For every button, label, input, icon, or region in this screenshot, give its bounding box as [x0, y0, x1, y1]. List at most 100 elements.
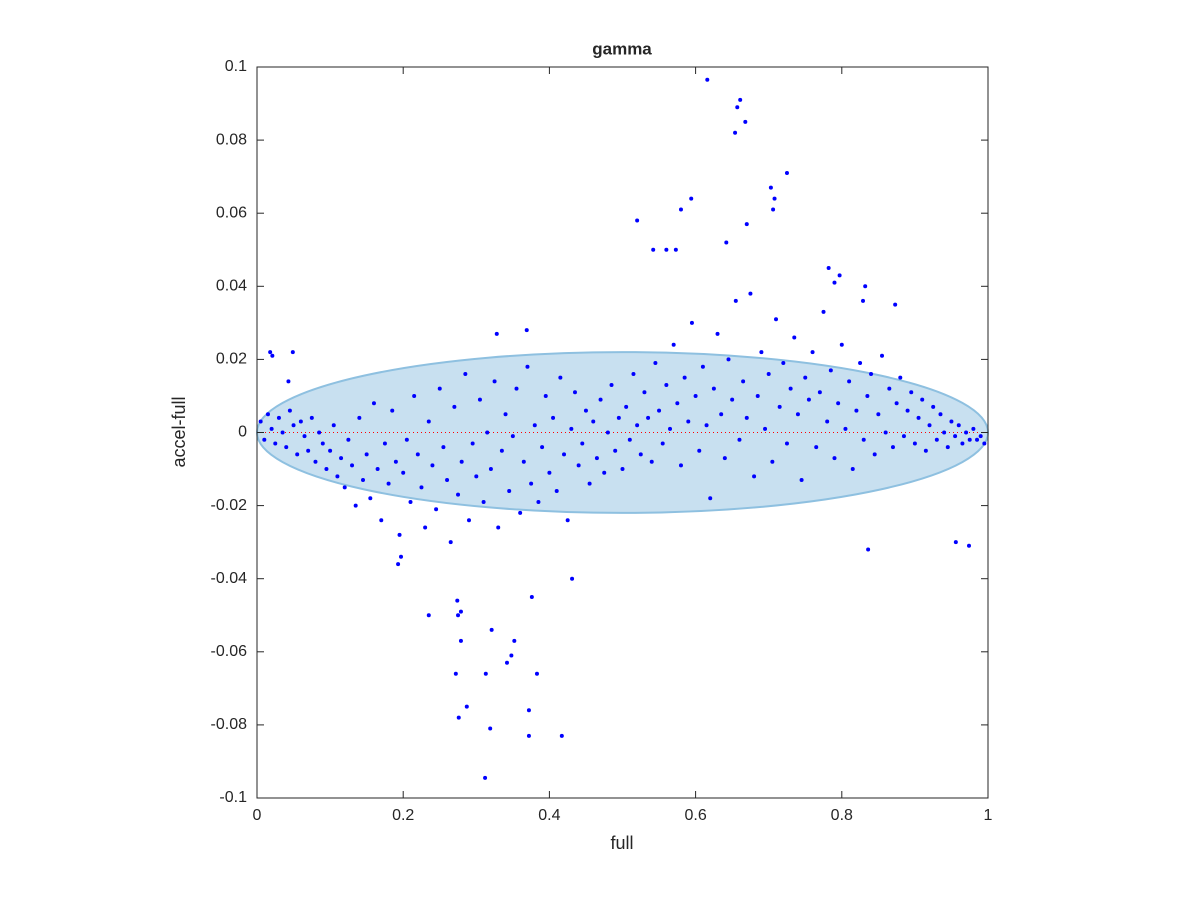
point [839, 342, 844, 347]
point [298, 419, 303, 424]
point [733, 130, 738, 135]
point [477, 397, 482, 402]
y-tick-label: 0.06 [216, 204, 247, 221]
point [284, 445, 289, 450]
point [570, 576, 575, 581]
point [521, 459, 526, 464]
point [526, 733, 531, 738]
point [792, 335, 797, 340]
point [956, 423, 961, 428]
point [724, 240, 729, 245]
point [883, 430, 888, 435]
point [664, 382, 669, 387]
point [847, 379, 852, 384]
point [532, 423, 537, 428]
point [850, 467, 855, 472]
point [350, 463, 355, 468]
point [488, 726, 493, 731]
point [525, 364, 530, 369]
y-tick-label: 0.08 [216, 131, 247, 148]
x-tick-label: 0 [253, 807, 262, 824]
point [854, 408, 859, 413]
point [733, 298, 738, 303]
point [934, 437, 939, 442]
point [752, 474, 757, 479]
point [529, 481, 534, 486]
point [726, 357, 731, 362]
point [605, 430, 610, 435]
point [286, 379, 291, 384]
point [371, 401, 376, 406]
point [735, 105, 740, 110]
point [269, 426, 274, 431]
x-tick-label: 1 [984, 807, 993, 824]
point [426, 419, 431, 424]
point [445, 478, 450, 483]
point [730, 397, 735, 402]
point [331, 423, 336, 428]
point [543, 393, 548, 398]
y-tick-label: -0.06 [211, 643, 248, 660]
point [784, 170, 789, 175]
point [893, 302, 898, 307]
point [825, 419, 830, 424]
point [554, 488, 559, 493]
y-tick-label: 0.02 [216, 351, 247, 368]
point [814, 445, 819, 450]
point [481, 499, 486, 504]
point [396, 562, 401, 567]
point [832, 456, 837, 461]
point [509, 653, 514, 658]
point [975, 437, 980, 442]
point [781, 361, 786, 366]
point [836, 401, 841, 406]
point [923, 448, 928, 453]
point [404, 437, 409, 442]
point [635, 423, 640, 428]
point [795, 412, 800, 417]
point [938, 412, 943, 417]
point [470, 441, 475, 446]
point [547, 470, 552, 475]
point [399, 554, 404, 559]
point [689, 320, 694, 325]
point [678, 463, 683, 468]
point [598, 397, 603, 402]
point [496, 525, 501, 530]
point [671, 342, 676, 347]
point [320, 441, 325, 446]
point [346, 437, 351, 442]
point [594, 456, 599, 461]
point [265, 412, 270, 417]
point [456, 715, 461, 720]
point [524, 328, 529, 333]
point [357, 415, 362, 420]
point [837, 273, 842, 278]
point [909, 390, 914, 395]
point [379, 518, 384, 523]
point [434, 507, 439, 512]
y-tick-label: -0.1 [219, 789, 247, 806]
point [437, 386, 442, 391]
point [526, 708, 531, 713]
point [576, 463, 581, 468]
point [858, 361, 863, 366]
point [551, 415, 556, 420]
point [335, 474, 340, 479]
point [280, 430, 285, 435]
point [898, 375, 903, 380]
point [843, 426, 848, 431]
point [777, 404, 782, 409]
point [306, 448, 311, 453]
point [982, 441, 987, 446]
point [620, 467, 625, 472]
point [638, 452, 643, 457]
point [771, 207, 776, 212]
point [708, 496, 713, 501]
point [386, 481, 391, 486]
point [463, 372, 468, 377]
point [741, 379, 746, 384]
chart-title: gamma [592, 39, 652, 58]
point [668, 426, 673, 431]
point [583, 408, 588, 413]
